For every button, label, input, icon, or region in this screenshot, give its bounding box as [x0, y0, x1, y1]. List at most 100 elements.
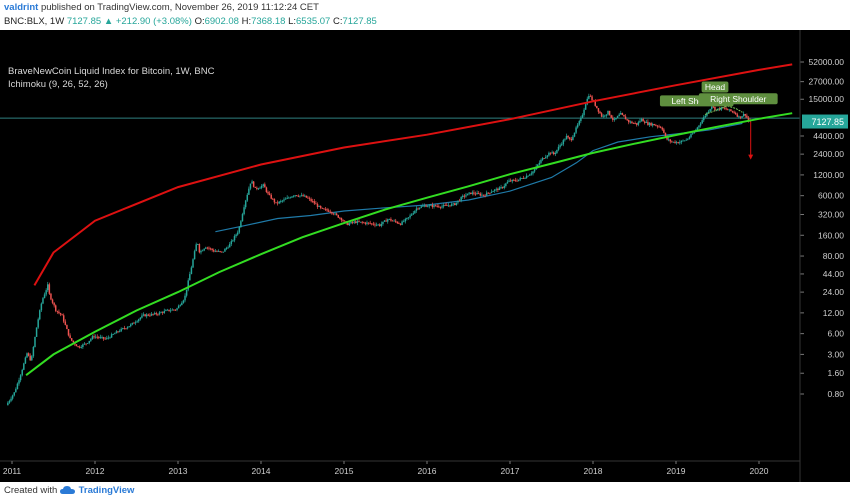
- candle-body: [683, 140, 686, 142]
- candle-body: [439, 207, 442, 208]
- candle-body: [513, 179, 515, 181]
- candle-body: [123, 328, 126, 330]
- time-axis[interactable]: [0, 461, 850, 482]
- candle-body: [311, 201, 314, 202]
- last-price-tag-label: 7127.85: [811, 117, 844, 127]
- candle-body: [465, 195, 467, 197]
- candle-body: [326, 209, 328, 211]
- candle-body: [355, 221, 357, 223]
- candle-body: [243, 207, 245, 215]
- candle-body: [746, 115, 748, 118]
- pattern-label-box[interactable]: [701, 81, 729, 93]
- candle-body: [149, 315, 151, 317]
- candle-body: [107, 337, 110, 339]
- support-curve[interactable]: [25, 112, 793, 376]
- candle-body: [327, 210, 330, 212]
- candle-body: [109, 337, 111, 339]
- candle-body: [548, 152, 550, 156]
- pattern-label: Head: [705, 82, 726, 92]
- tradingview-logo-text[interactable]: TradingView: [78, 485, 135, 496]
- author-link[interactable]: valdrint: [4, 2, 39, 13]
- candle-body: [490, 191, 493, 193]
- publish-info: valdrint published on TradingView.com, N…: [4, 2, 319, 13]
- candle-body: [567, 136, 569, 138]
- candle-body: [115, 331, 118, 334]
- candle-body: [407, 217, 410, 219]
- candle-body: [254, 186, 257, 188]
- candle-body: [712, 106, 715, 108]
- legend-indicator[interactable]: Ichimoku (9, 26, 52, 26): [8, 79, 108, 90]
- candle-body: [62, 315, 65, 322]
- candle-body: [696, 127, 699, 131]
- candle-body: [621, 113, 624, 115]
- candle-body: [500, 187, 502, 189]
- candle-body: [466, 193, 469, 196]
- candle-body: [607, 110, 609, 115]
- candle-body: [367, 222, 370, 224]
- candle-body: [48, 284, 51, 294]
- candle-body: [679, 142, 681, 144]
- y-tick-label: 3.00: [827, 349, 844, 359]
- candle-body: [388, 218, 391, 220]
- candle-body: [717, 108, 719, 110]
- candle-body: [189, 274, 191, 281]
- candle-body: [565, 136, 568, 140]
- candle-body: [120, 328, 122, 332]
- candle-body: [240, 221, 242, 228]
- candle-body: [391, 220, 394, 222]
- candle-body: [415, 208, 418, 211]
- candle-body: [329, 211, 332, 213]
- candle-body: [90, 338, 92, 341]
- candle-body: [96, 336, 98, 338]
- ichimoku-line: [215, 122, 743, 233]
- candle-body: [371, 223, 373, 225]
- candle-body: [128, 326, 130, 328]
- candle-body: [404, 218, 407, 222]
- candle-body: [455, 202, 458, 206]
- candle-body: [85, 343, 87, 345]
- candle-body: [690, 134, 692, 138]
- candle-body: [699, 123, 702, 126]
- candle-body: [474, 193, 477, 195]
- chart-canvas[interactable]: Head Left Shoulder Right Shoulder 52000.00…: [0, 30, 850, 482]
- y-tick-label: 1200.00: [813, 170, 844, 180]
- candle-body: [13, 392, 15, 396]
- candle-body: [559, 145, 561, 147]
- candle-body: [206, 247, 209, 249]
- candle-body: [529, 174, 531, 176]
- candle-body: [292, 195, 295, 197]
- candle-body: [693, 131, 695, 134]
- candle-body: [645, 121, 648, 123]
- candle-body: [393, 220, 395, 222]
- candle-body: [508, 180, 510, 182]
- candle-body: [272, 198, 274, 200]
- candle-body: [447, 205, 450, 207]
- candle-body: [742, 113, 745, 117]
- candle-body: [591, 96, 593, 101]
- candle-body: [53, 302, 55, 306]
- candle-body: [174, 309, 177, 311]
- candle-body: [280, 201, 282, 202]
- candle-body: [599, 111, 601, 114]
- candle-body: [308, 198, 311, 200]
- resistance-curve[interactable]: [33, 63, 793, 286]
- candle-body: [16, 383, 19, 390]
- candle-body: [286, 197, 288, 199]
- candle-body: [43, 294, 46, 299]
- candle-body: [514, 180, 517, 181]
- candle-body: [353, 221, 355, 223]
- candle-body: [538, 162, 541, 165]
- pattern-label-box[interactable]: [698, 93, 778, 105]
- candle-body: [581, 114, 584, 118]
- candle-body: [331, 212, 333, 214]
- candle-body: [492, 191, 494, 192]
- y-tick-label: 12.00: [823, 308, 845, 318]
- candle-body: [256, 187, 258, 189]
- candle-body: [193, 251, 196, 260]
- candle-body: [560, 144, 563, 146]
- price-axis[interactable]: [800, 30, 850, 482]
- candle-body: [343, 220, 346, 222]
- candle-body: [572, 136, 574, 141]
- candle-body: [106, 337, 108, 339]
